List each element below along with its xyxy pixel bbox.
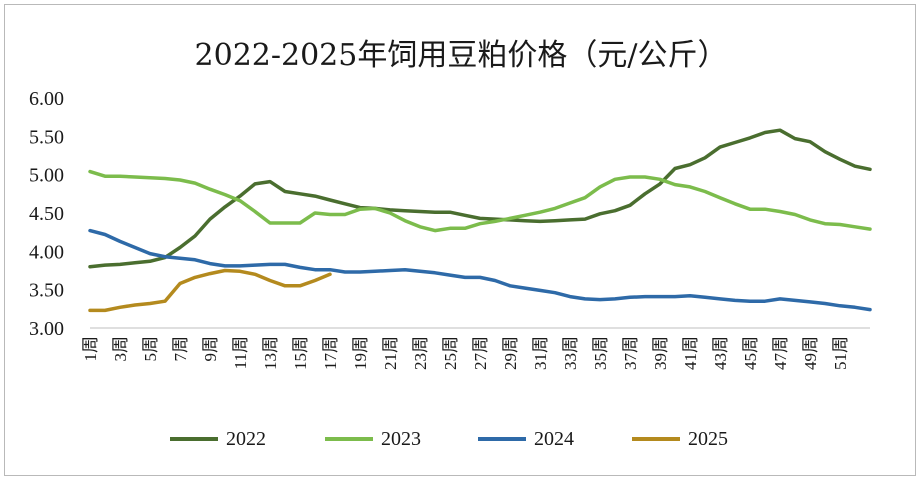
y-tick-labels: 6.00 5.50 5.00 4.50 4.00 3.50 3.00 [29,88,64,340]
x-tick-label: 41周 [681,336,700,370]
x-tick-label: 9周 [201,336,220,362]
x-tick-label: 43周 [711,336,730,370]
x-tick-label: 1周 [81,336,100,362]
y-tick-label: 4.00 [29,241,64,263]
legend-label: 2023 [381,427,421,450]
x-tick-label: 51周 [831,336,850,370]
x-tick-label: 39周 [651,336,670,370]
x-tick-label: 25周 [441,336,460,370]
x-tick-label: 29周 [501,336,520,370]
chart-frame [4,4,916,476]
series-line-2024 [88,228,872,312]
legend-label: 2025 [688,427,728,450]
x-tick-label: 17周 [321,336,340,370]
x-tick-label: 33周 [561,336,580,370]
legend-item-2023: 2023 [325,426,421,452]
x-tick-label: 37周 [621,336,640,370]
x-tick-label: 47周 [771,336,790,370]
x-tick-label: 45周 [741,336,760,370]
y-tick-label: 3.50 [29,280,64,302]
legend-label: 2022 [226,427,266,450]
y-tick-label: 3.00 [29,318,64,340]
x-tick-label: 3周 [111,336,130,362]
series-line-2025 [88,268,332,313]
series-lines [88,128,872,313]
legend-item-2024: 2024 [478,426,574,452]
legend-item-2022: 2022 [170,426,266,452]
x-tick-label: 23周 [411,336,430,370]
legend-item-2025: 2025 [632,426,728,452]
x-tick-label: 11周 [231,336,250,369]
legend-swatch [325,437,373,441]
y-tick-label: 5.00 [29,165,64,187]
x-tick-label: 21周 [381,336,400,370]
x-tick-label: 19周 [351,336,370,370]
legend-swatch [478,437,526,441]
x-tick-label: 27周 [471,336,490,370]
x-tick-label: 31周 [531,336,550,370]
x-tick-label: 49周 [801,336,820,370]
x-tick-label: 13周 [261,336,280,370]
x-tick-label: 15周 [291,336,310,370]
y-tick-label: 6.00 [29,88,64,110]
legend-swatch [170,437,218,441]
x-tick-label: 7周 [171,336,190,362]
legend-swatch [632,437,680,441]
legend: 2022 2023 2024 2025 [0,426,922,452]
x-tick-label: 5周 [141,336,160,362]
legend-label: 2024 [534,427,574,450]
series-line-2022 [88,128,872,269]
y-tick-label: 4.50 [29,203,64,225]
x-tick-labels: 1周 3周 5周 7周 9周 11周 13周 15周 17周 19周 21周 23周 25周 27周 29周… [81,336,850,370]
series-line-2023 [88,169,872,233]
y-tick-label: 5.50 [29,126,64,148]
x-tick-label: 35周 [591,336,610,370]
chart-title: 2022-2025年饲用豆粕价格（元/公斤） [194,38,728,73]
